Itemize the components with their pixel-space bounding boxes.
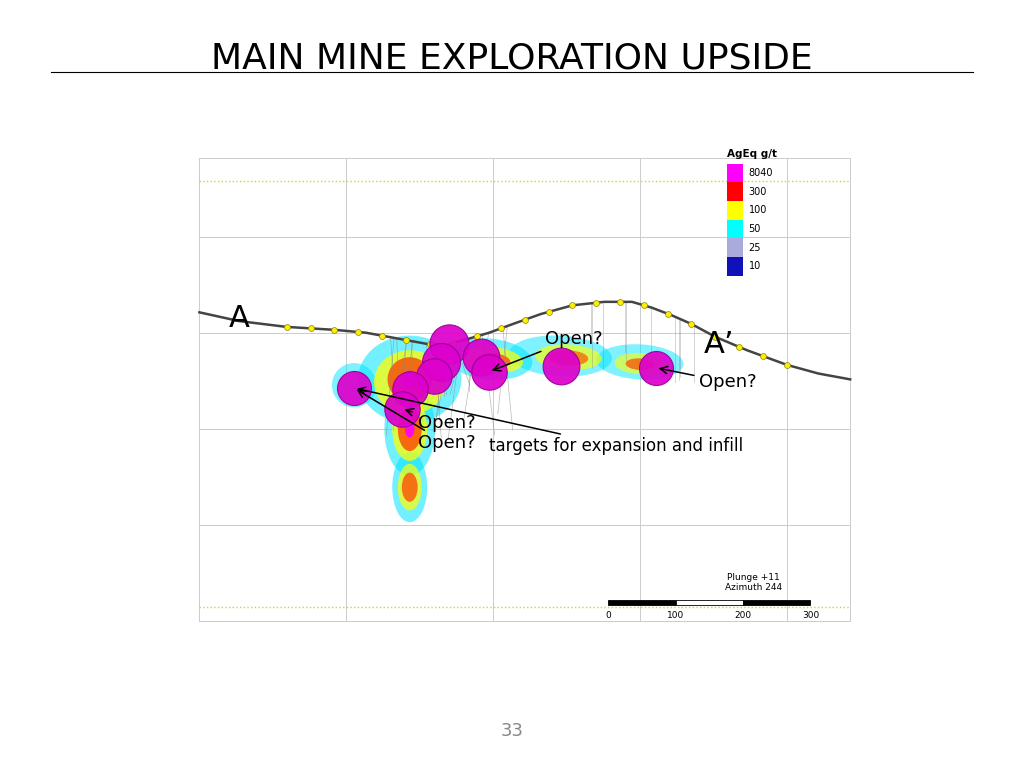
Point (346, 382, 362, 394)
Point (659, 307, 676, 319)
Ellipse shape (392, 452, 427, 522)
Point (469, 330, 485, 342)
Bar (727, 220, 743, 238)
Ellipse shape (614, 353, 666, 374)
Ellipse shape (536, 344, 602, 370)
Point (441, 338, 458, 350)
Ellipse shape (476, 353, 510, 369)
Point (541, 306, 557, 318)
Ellipse shape (401, 472, 418, 502)
Point (397, 334, 414, 346)
Point (493, 322, 509, 335)
Bar (727, 201, 743, 220)
Ellipse shape (463, 347, 523, 373)
Bar (727, 238, 743, 257)
Point (516, 313, 532, 326)
Ellipse shape (397, 464, 422, 510)
Point (707, 331, 723, 343)
Text: 8040: 8040 (749, 168, 773, 178)
Point (433, 356, 450, 368)
Point (279, 321, 295, 333)
Point (564, 299, 581, 311)
Bar (608, 600, 676, 605)
Text: 0: 0 (605, 611, 611, 620)
Bar (727, 257, 743, 276)
Text: 300: 300 (802, 611, 819, 620)
Ellipse shape (626, 358, 654, 370)
Text: A: A (228, 304, 250, 332)
Text: Open?: Open? (358, 391, 475, 453)
Point (647, 362, 664, 374)
Text: Open?: Open? (407, 409, 475, 432)
Text: Plunge +11
Azimuth 244: Plunge +11 Azimuth 244 (725, 573, 782, 592)
Text: 10: 10 (749, 261, 761, 271)
Text: A’: A’ (703, 330, 734, 359)
Point (326, 324, 342, 336)
Bar (727, 182, 743, 201)
Ellipse shape (374, 350, 445, 414)
Point (422, 338, 438, 350)
Ellipse shape (392, 397, 427, 461)
Text: 25: 25 (749, 243, 761, 253)
Ellipse shape (445, 338, 532, 380)
Point (374, 329, 390, 341)
Point (393, 403, 410, 415)
Bar (727, 164, 743, 182)
Point (350, 326, 367, 338)
Ellipse shape (404, 420, 415, 438)
Text: 100: 100 (667, 611, 684, 620)
Ellipse shape (384, 382, 435, 475)
Point (636, 299, 652, 311)
Ellipse shape (332, 363, 377, 407)
Point (731, 341, 748, 353)
Text: Open?: Open? (660, 366, 757, 391)
Point (473, 351, 489, 363)
Ellipse shape (549, 350, 588, 366)
Text: targets for expansion and infill: targets for expansion and infill (358, 388, 743, 456)
Point (552, 360, 568, 372)
Point (425, 370, 441, 382)
Ellipse shape (509, 335, 612, 377)
Point (683, 318, 699, 330)
Text: 100: 100 (749, 205, 767, 215)
Ellipse shape (401, 371, 418, 388)
Ellipse shape (596, 344, 683, 379)
Point (445, 337, 462, 349)
Text: 33: 33 (501, 722, 523, 740)
Ellipse shape (397, 407, 422, 451)
Text: MAIN MINE EXPLORATION UPSIDE: MAIN MINE EXPLORATION UPSIDE (211, 42, 813, 76)
Point (755, 350, 771, 362)
Ellipse shape (358, 335, 461, 423)
Text: Open?: Open? (494, 329, 602, 371)
Ellipse shape (387, 357, 432, 401)
Bar (676, 600, 743, 605)
Point (778, 359, 795, 371)
Point (611, 296, 628, 308)
Point (588, 297, 604, 309)
Text: 200: 200 (734, 611, 752, 620)
Point (302, 322, 318, 335)
Bar (743, 600, 811, 605)
Point (401, 383, 418, 395)
Text: 300: 300 (749, 187, 767, 197)
Text: AgEq g/t: AgEq g/t (727, 149, 777, 159)
Text: 50: 50 (749, 224, 761, 234)
Point (481, 366, 498, 378)
